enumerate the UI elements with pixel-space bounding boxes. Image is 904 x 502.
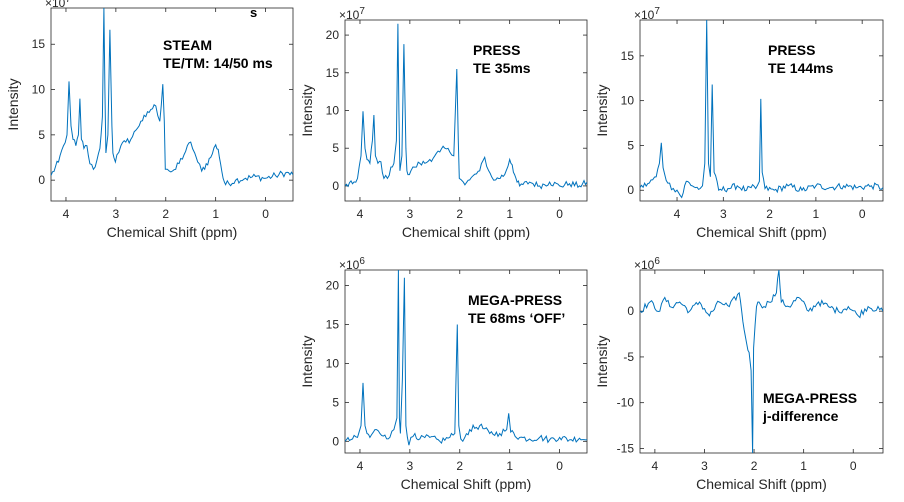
plot-frame — [344, 19, 588, 202]
x-tick-label: 1 — [813, 207, 820, 221]
x-tick-label: 0 — [850, 459, 857, 473]
x-axis-label: Chemical Shift (ppm) — [696, 476, 827, 492]
y-tick-label: 20 — [326, 28, 340, 42]
annotation-line-1: MEGA-PRESS — [468, 292, 562, 308]
x-tick-label: 3 — [113, 207, 120, 221]
x-axis-label: Chemical Shift (ppm) — [401, 476, 532, 492]
x-tick-label: 2 — [766, 207, 773, 221]
y-tick-label: 10 — [326, 104, 340, 118]
x-tick-label: 3 — [407, 207, 414, 221]
y-tick-label: 10 — [32, 83, 46, 97]
annotation-line-2: TE/TM: 14/50 ms — [163, 55, 273, 71]
plot-frame — [639, 269, 884, 454]
x-axis-label: Chemical Shift (ppm) — [696, 224, 827, 240]
y-tick-label: 5 — [332, 395, 339, 409]
y-tick-label: 15 — [32, 37, 46, 51]
y-tick-label: -15 — [617, 441, 635, 455]
annotation-line-1: PRESS — [768, 42, 815, 58]
x-tick-label: 1 — [506, 207, 513, 221]
y-tick-label: 20 — [326, 279, 340, 293]
plot-frame — [344, 269, 588, 454]
annotation-line-2: j-difference — [762, 408, 839, 424]
x-tick-label: 2 — [456, 459, 463, 473]
annotation-line-2: TE 144ms — [768, 60, 834, 76]
x-tick-label: 4 — [674, 207, 681, 221]
stray-label: s — [250, 5, 257, 20]
annotation-line-1: PRESS — [473, 42, 520, 58]
x-axis-label: Chemical shift (ppm) — [402, 224, 530, 240]
x-tick-label: 0 — [262, 207, 269, 221]
y-axis-label: Intensity — [594, 84, 610, 136]
y-tick-label: -5 — [623, 350, 634, 364]
y-tick-label: 5 — [38, 128, 45, 142]
annotation-line-1: STEAM — [163, 37, 212, 53]
x-tick-label: 2 — [162, 207, 169, 221]
panel-steam: STEAM TE/TM: 14/50 ms 43210051015×107Che… — [5, 0, 294, 240]
y-tick-label: 15 — [326, 66, 340, 80]
spectrum-line — [640, 270, 883, 453]
y-tick-label: 0 — [38, 173, 45, 187]
plot-frame — [50, 7, 294, 202]
y-axis-label: Intensity — [594, 335, 610, 387]
spectrum-line — [640, 20, 883, 199]
x-axis-label: Chemical Shift (ppm) — [107, 224, 238, 240]
x-tick-label: 4 — [63, 207, 70, 221]
y-tick-label: 10 — [621, 94, 635, 108]
x-tick-label: 2 — [456, 207, 463, 221]
panel-press-te35: PRESS TE 35ms 4 3 2 1 005101520×107Chemical … — [299, 6, 588, 240]
y-tick-label: 15 — [621, 49, 635, 63]
x-tick-label: 0 — [556, 207, 563, 221]
y-tick-label: 0 — [627, 304, 634, 318]
x-tick-label: 0 — [859, 207, 866, 221]
annotation-line-2: TE 35ms — [473, 60, 531, 76]
x-tick-label: 3 — [720, 207, 727, 221]
y-tick-label: -10 — [617, 396, 635, 410]
spectrum-line — [345, 23, 587, 190]
annotation-line-2: TE 68ms ‘OFF’ — [468, 310, 565, 326]
x-tick-label: 4 — [357, 207, 364, 221]
plot-frame — [639, 19, 884, 202]
y-tick-label: 5 — [627, 138, 634, 152]
y-exponent-label: ×107 — [634, 6, 660, 22]
spectrum-line — [345, 270, 587, 446]
y-tick-label: 0 — [332, 179, 339, 193]
x-tick-label: 3 — [407, 459, 414, 473]
x-tick-label: 1 — [506, 459, 513, 473]
panel-mega-press-jdiff: MEGA-PRESS j-difference 4 3 2 1 0 0 -5 -10 -15 ×1… — [594, 256, 884, 492]
y-tick-label: 10 — [326, 356, 340, 370]
y-tick-label: 0 — [627, 183, 634, 197]
x-tick-label: 2 — [751, 459, 758, 473]
y-axis-label: Intensity — [5, 78, 21, 130]
spectrum-line — [51, 8, 293, 187]
y-tick-label: 5 — [332, 141, 339, 155]
y-exponent-label: ×106 — [634, 256, 660, 272]
y-tick-label: 15 — [326, 318, 340, 332]
y-exponent-label: ×107 — [339, 6, 365, 22]
y-axis-label: Intensity — [299, 335, 315, 387]
x-tick-label: 4 — [652, 459, 659, 473]
annotation-line-1: MEGA-PRESS — [763, 390, 857, 406]
y-tick-label: 0 — [332, 434, 339, 448]
x-tick-label: 4 — [357, 459, 364, 473]
panel-mega-press-off: MEGA-PRESS TE 68ms ‘OFF’ 4 3 2 1 005101520×1… — [299, 256, 588, 492]
y-axis-label: Intensity — [299, 84, 315, 136]
x-tick-label: 3 — [701, 459, 708, 473]
y-exponent-label: ×107 — [45, 0, 71, 10]
y-exponent-label: ×106 — [339, 256, 365, 272]
x-tick-label: 1 — [212, 207, 219, 221]
x-tick-label: 1 — [800, 459, 807, 473]
x-tick-label: 0 — [556, 459, 563, 473]
